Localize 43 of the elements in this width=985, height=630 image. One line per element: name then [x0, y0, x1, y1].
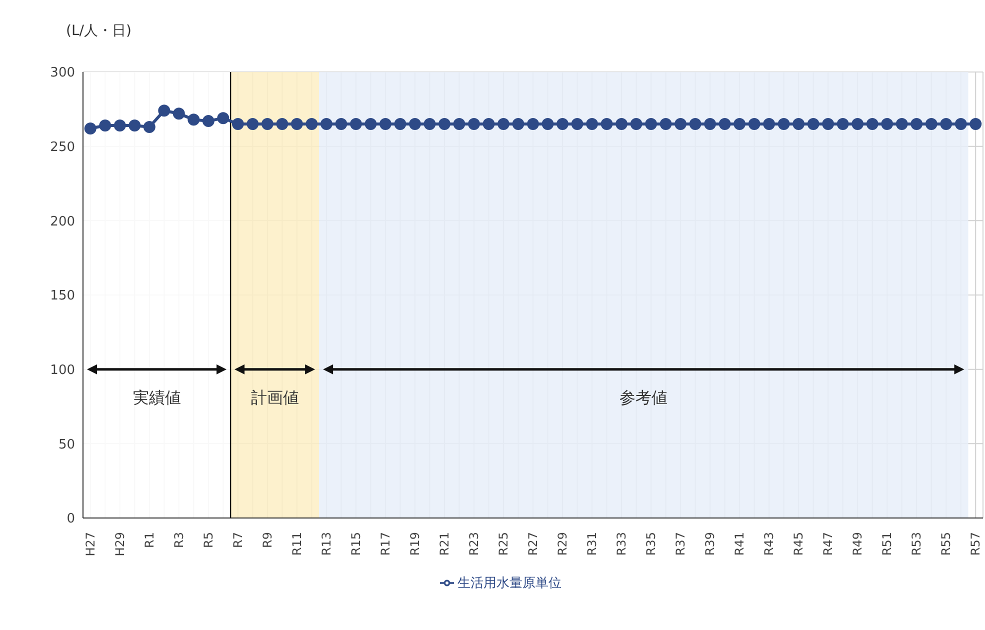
x-tick-label: R25: [496, 532, 510, 556]
x-tick-label: R29: [556, 532, 570, 556]
x-tick-label: R37: [674, 532, 688, 556]
x-tick-label: R39: [703, 532, 718, 556]
x-tick-label: R43: [762, 532, 776, 556]
x-tick-label: R17: [378, 532, 392, 556]
x-tick-label: H29: [112, 532, 127, 556]
y-tick-label: 0: [66, 512, 75, 527]
x-tick-label: R57: [968, 532, 983, 556]
x-tick-label: R51: [880, 532, 894, 556]
x-tick-label: R53: [910, 532, 924, 556]
y-tick-label: 100: [50, 362, 75, 378]
x-tick-label: R23: [466, 532, 481, 556]
y-tick-label: 150: [50, 288, 75, 304]
x-tick-label: R55: [939, 532, 954, 556]
x-tick-label: R3: [172, 532, 186, 548]
x-tick-label: R45: [792, 532, 806, 556]
x-tick-label: R31: [585, 532, 600, 556]
x-tick-label: R41: [732, 532, 747, 556]
band-label: 計画値: [250, 388, 299, 408]
x-tick-label: R13: [319, 532, 334, 556]
x-tick-label: R27: [526, 532, 540, 556]
x-tick-label: R9: [260, 532, 274, 548]
x-tick-label: H27: [83, 532, 98, 556]
x-tick-label: R19: [408, 532, 422, 556]
x-tick-label: R11: [290, 532, 304, 556]
x-tick-label: R47: [821, 532, 836, 556]
x-tick-label: R35: [644, 532, 658, 556]
x-tick-label: R21: [437, 532, 452, 556]
band-label: 参考値: [620, 388, 668, 408]
y-axis-title: (L/人・日): [66, 22, 132, 40]
x-tick-label: R1: [142, 532, 156, 548]
y-tick-label: 300: [50, 66, 75, 81]
x-tick-label: R15: [348, 532, 363, 556]
y-tick-label: 250: [50, 140, 75, 155]
x-tick-label: R7: [230, 532, 245, 548]
y-tick-label: 50: [58, 437, 75, 452]
x-tick-label: R5: [201, 532, 216, 548]
x-tick-label: R49: [850, 532, 865, 556]
y-tick-label: 200: [50, 214, 75, 230]
x-tick-label: R33: [614, 532, 629, 556]
band-label: 実績値: [132, 388, 181, 408]
legend-label: 生活用水量原単位: [458, 576, 562, 591]
